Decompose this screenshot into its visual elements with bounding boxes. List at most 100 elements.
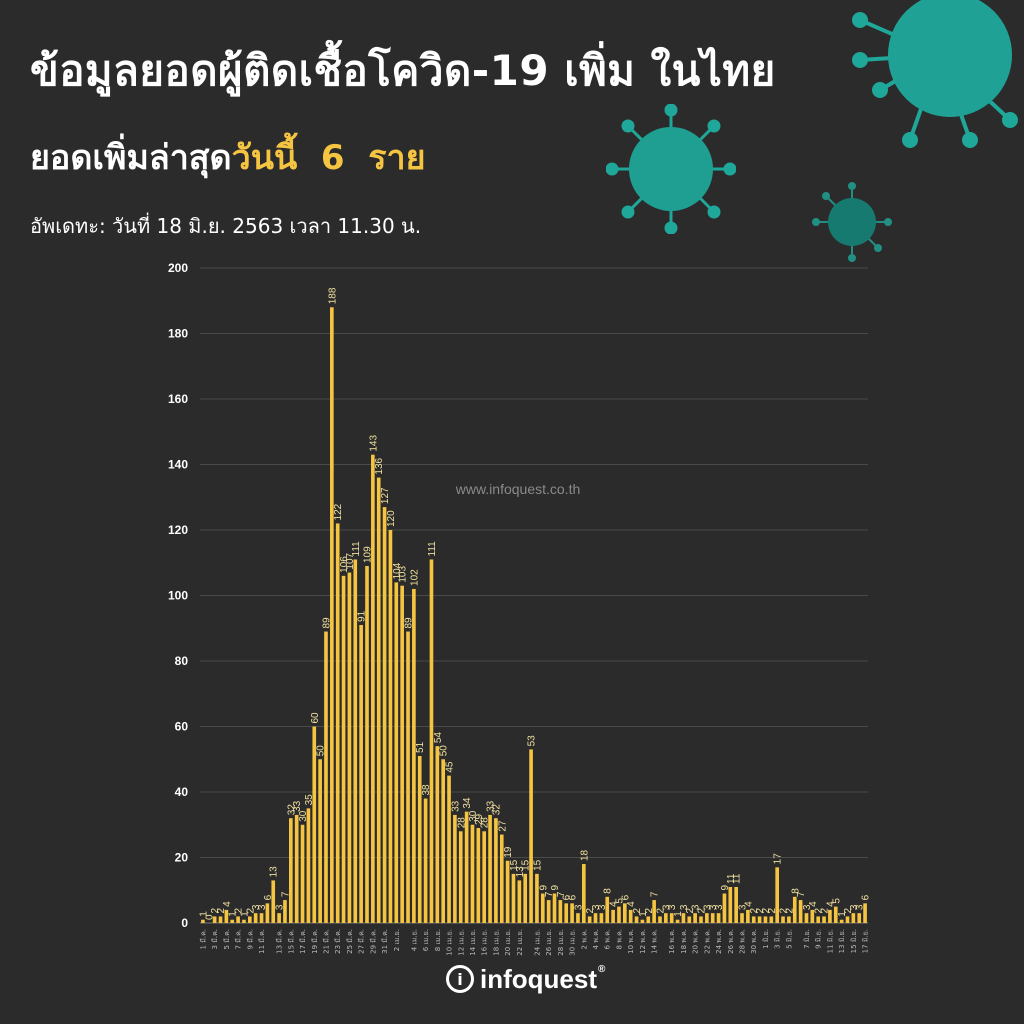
data-label: 5 (831, 898, 842, 904)
bar (400, 585, 404, 923)
data-label: 3 (679, 904, 690, 910)
data-label: 15 (521, 859, 532, 871)
data-label: 5 (614, 898, 625, 904)
data-label: 3 (708, 904, 719, 910)
bar (335, 523, 340, 923)
x-tick-label: 13 มิ.ย. (838, 929, 846, 953)
bar (535, 873, 539, 923)
data-label: 6 (562, 894, 573, 900)
bar (652, 900, 656, 923)
data-label: 3 (597, 904, 608, 910)
data-label: 106 (339, 556, 350, 573)
x-axis-ticks: 1 มี.ค. 3 มี.ค. 5 มี.ค. 7 มี.ค. 9 มี.ค. 11 มี… (199, 929, 869, 956)
data-label: 60 (310, 712, 321, 724)
data-label: 3 (802, 904, 813, 910)
bar (394, 582, 399, 923)
data-label: 4 (626, 901, 637, 907)
data-label: 2 (749, 907, 760, 913)
x-tick-label: 10 พ.ค. (627, 929, 635, 954)
data-label: 103 (398, 566, 409, 583)
y-tick-label: 40 (175, 785, 189, 799)
bar (558, 900, 563, 923)
bar (371, 454, 375, 923)
bar (857, 913, 862, 923)
data-label: 1 (239, 911, 250, 917)
bar (382, 507, 387, 923)
data-label: 28 (456, 817, 467, 829)
bar (236, 916, 240, 923)
data-label: 2 (697, 907, 708, 913)
y-tick-label: 100 (168, 589, 188, 603)
data-label: 19 (503, 846, 514, 858)
x-tick-label: 3 มิ.ย. (774, 929, 782, 949)
data-label: 2 (843, 907, 854, 913)
bar (529, 749, 533, 923)
data-label: 11 (732, 873, 743, 884)
bar (306, 808, 311, 923)
bar (617, 906, 621, 923)
bar (494, 818, 498, 923)
bar (540, 893, 545, 923)
x-tick-label: 30 เม.ย. (569, 929, 577, 956)
bar (347, 572, 352, 923)
data-label: 13 (269, 866, 280, 878)
bar (429, 559, 434, 923)
data-label: 3 (667, 904, 678, 910)
x-tick-label: 9 มี.ค. (246, 929, 254, 949)
data-label: 89 (321, 617, 332, 629)
bar (675, 919, 680, 923)
bar (646, 916, 651, 923)
data-label: 9 (720, 885, 731, 891)
data-label: 15 (532, 859, 543, 871)
x-tick-label: 19 มี.ค. (311, 929, 319, 954)
data-label: 1 (638, 911, 649, 917)
data-label: 17 (773, 853, 784, 865)
data-label: 3 (257, 904, 268, 910)
bar (212, 916, 217, 923)
bar (687, 916, 692, 923)
x-tick-label: 12 เม.ย. (457, 929, 465, 956)
data-label: 143 (368, 435, 379, 452)
grid-lines (200, 267, 868, 924)
bar (804, 913, 809, 923)
data-label: 6 (620, 894, 631, 900)
data-label: 3 (573, 904, 584, 910)
y-tick-label: 0 (181, 916, 188, 930)
data-label: 8 (603, 888, 614, 894)
data-label: 6 (568, 894, 579, 900)
subtitle-prefix: ยอดเพิ่มล่าสุด (30, 138, 232, 178)
x-tick-label: 2 เม.ย. (393, 929, 401, 951)
data-label: 127 (380, 487, 391, 504)
bar (259, 913, 264, 923)
data-label: 122 (333, 503, 344, 520)
x-tick-label: 12 พ.ค. (639, 929, 647, 954)
data-label: 111 (351, 541, 362, 557)
bar (406, 631, 410, 923)
x-tick-label: 28 เม.ย. (557, 929, 565, 956)
bar (277, 913, 281, 923)
bar (810, 909, 815, 923)
data-label: 54 (433, 732, 444, 744)
bar (353, 559, 358, 923)
x-tick-label: 20 เม.ย. (504, 929, 512, 956)
data-label: 136 (374, 457, 385, 474)
data-label: 0 (204, 914, 215, 920)
data-label: 3 (661, 904, 672, 910)
subtitle: ยอดเพิ่มล่าสุดวันนี้ 6 ราย (30, 130, 426, 184)
x-tick-label: 4 พ.ค. (592, 929, 600, 949)
data-label: 2 (632, 907, 643, 913)
bar (623, 903, 627, 923)
bar (851, 913, 856, 923)
data-label: 3 (275, 904, 286, 910)
bar (581, 864, 586, 923)
y-tick-label: 180 (168, 327, 188, 341)
bar (511, 873, 516, 923)
page-title: ข้อมูลยอดผู้ติดเชื้อโควิด-19 เพิ่ม ในไทย (30, 46, 776, 95)
x-tick-label: 11 มี.ค. (258, 929, 266, 954)
data-label: 6 (861, 894, 872, 900)
bar (576, 913, 580, 923)
bar (792, 896, 797, 923)
data-label: 4 (808, 901, 819, 907)
data-label: 2 (767, 907, 778, 913)
